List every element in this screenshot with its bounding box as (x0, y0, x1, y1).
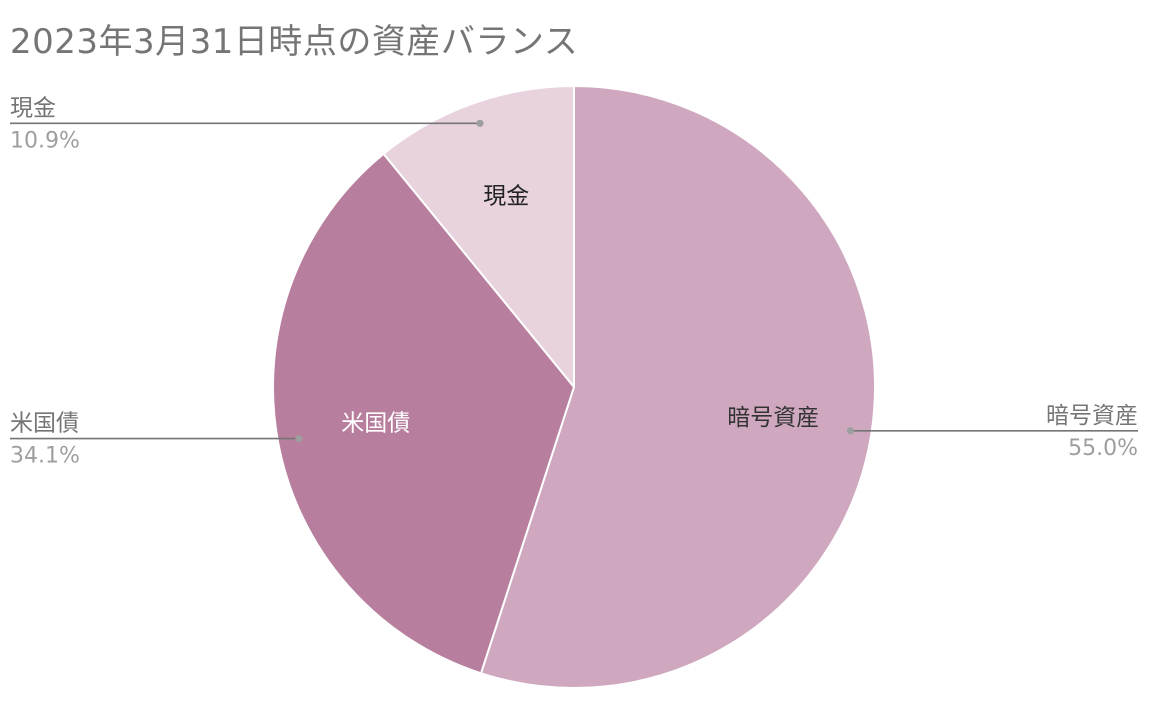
slice-1-callout-dot (846, 427, 855, 435)
pie-inner-labels: 暗号資産 米国債 現金 (341, 184, 819, 437)
slice-1-callout-percent: 55.0% (1068, 436, 1138, 461)
slice-2-callout-dot (295, 435, 303, 443)
pie-slices (272, 85, 876, 689)
slice-1-inner-label: 暗号資産 (727, 405, 819, 431)
slice-1-callout-name: 暗号資産 (1046, 403, 1138, 429)
slice-2-callout-percent: 34.1% (10, 444, 80, 469)
slice-3-callout-percent: 10.9% (10, 128, 80, 153)
slice-1 (479, 85, 876, 689)
slice-2-callout-name: 米国債 (10, 411, 79, 437)
slice-3 (382, 85, 575, 388)
pie-callouts: 暗号資産 55.0% 米国債 34.1% 現金 10.9% (10, 95, 1138, 469)
slice-3-callout-name: 現金 (10, 95, 56, 121)
slice-3-callout-dot (476, 119, 484, 127)
slice-3-inner-label: 現金 (483, 184, 529, 210)
slice-2-inner-label: 米国債 (341, 411, 410, 437)
slice-2 (272, 152, 575, 675)
chart-title: 2023年3月31日時点の資産バランス (10, 22, 579, 62)
